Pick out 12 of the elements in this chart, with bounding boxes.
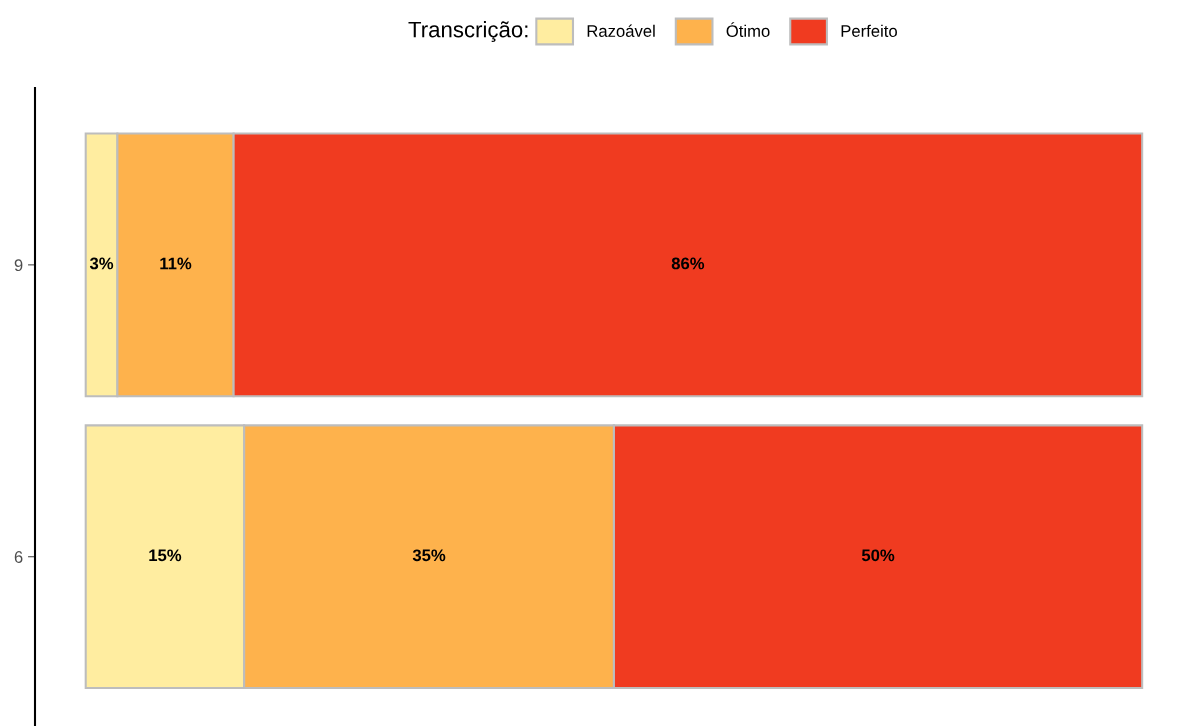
data-label: 11%	[160, 257, 192, 270]
legend-label: Ótimo	[726, 22, 770, 37]
data-label: 86%	[671, 257, 705, 270]
data-label: 50%	[861, 549, 895, 562]
y-tick-label: 6	[14, 551, 23, 563]
data-label: 3%	[89, 257, 114, 270]
legend-title: Transcrição:	[408, 21, 528, 42]
legend-label: Razoável	[587, 24, 655, 37]
legend-label: Perfeito	[841, 24, 897, 37]
data-label: 35%	[412, 549, 446, 562]
data-label: 15%	[149, 549, 182, 562]
y-tick-label: 9	[14, 259, 23, 272]
